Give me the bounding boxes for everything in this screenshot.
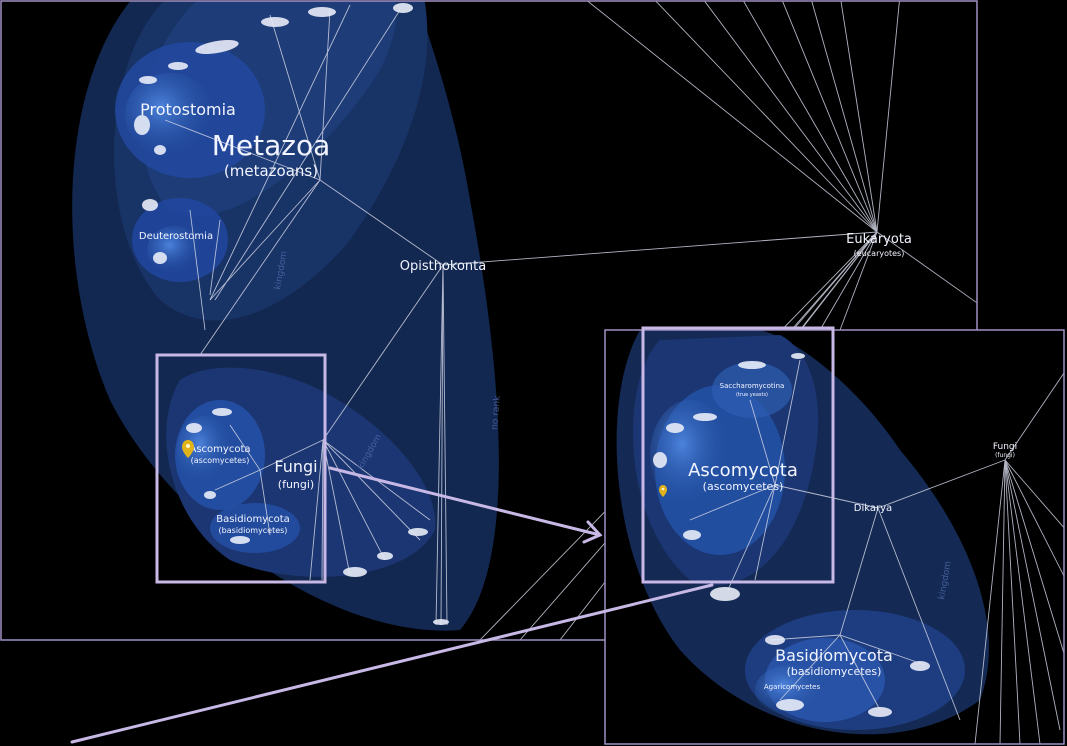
zoom-ascomycota-common-label: (ascomycetes)	[703, 480, 784, 493]
ascomycota-label[interactable]: Ascomycota	[190, 444, 251, 455]
zoom-in-arrowhead	[582, 520, 603, 544]
protostomia-glow	[125, 73, 215, 157]
zoom-view: kingdom Saccharomycotina (true yeasts) A…	[616, 330, 1064, 744]
location-pin-icon[interactable]	[182, 440, 194, 458]
zoom-ascomycota-label[interactable]: Ascomycota	[688, 460, 798, 481]
eukaryota-common-label: (eucaryotes)	[854, 249, 905, 258]
zoom-dikarya-label[interactable]: Dikarya	[854, 503, 892, 514]
fungi-common-label: (fungi)	[278, 478, 314, 491]
zoom-basidiomycota-label[interactable]: Basidiomycota	[775, 646, 893, 665]
main-view: no rank kingdom kingdom Protostomia Meta…	[72, 1, 977, 640]
location-pin-icon[interactable]	[659, 485, 667, 497]
deuterostomia-label[interactable]: Deuterostomia	[139, 231, 213, 242]
protostomia-label[interactable]: Protostomia	[140, 100, 236, 119]
fungi-label[interactable]: Fungi	[274, 457, 317, 476]
zoom-fungi-label[interactable]: Fungi	[993, 442, 1017, 452]
zoom-saccharomycotina-clade[interactable]	[712, 362, 792, 418]
branches	[164, 1, 977, 640]
opisthokonta-label[interactable]: Opisthokonta	[400, 259, 486, 274]
ascomycota-highlight-box[interactable]	[641, 326, 835, 584]
eukaryota-label[interactable]: Eukaryota	[846, 232, 912, 247]
zoom-saccharomycotina-common-label: (true yeasts)	[736, 392, 768, 398]
basidiomycota-common-label: (basidiomycetes)	[219, 526, 288, 535]
zoom-fungi-common-label: (fungi)	[995, 452, 1015, 459]
ascomycota-common-label: (ascomycetes)	[191, 456, 250, 465]
basidiomycota-label[interactable]: Basidiomycota	[216, 514, 290, 525]
leaf-clusters	[134, 3, 449, 625]
zoom-agaricomycetes-label[interactable]: Agaricomycetes	[764, 683, 821, 691]
metazoa-label[interactable]: Metazoa	[212, 129, 331, 162]
zoom-basidiomycota-glow	[755, 665, 825, 715]
zoom-saccharomycotina-label[interactable]: Saccharomycotina	[720, 382, 785, 390]
ascomycota-glow	[177, 416, 233, 484]
zoom-leaf-clusters	[653, 353, 930, 717]
zoom-out-connector	[70, 583, 714, 744]
fungi-highlight-box[interactable]	[155, 353, 327, 584]
zoom-in-arrow	[328, 466, 602, 537]
zoom-connectors	[70, 466, 714, 744]
rank-no-rank-label: no rank	[490, 395, 503, 431]
zoom-branches	[689, 359, 1064, 744]
metazoa-common-label: (metazoans)	[224, 162, 318, 180]
zoom-basidiomycota-common-label: (basidiomycetes)	[787, 665, 882, 678]
